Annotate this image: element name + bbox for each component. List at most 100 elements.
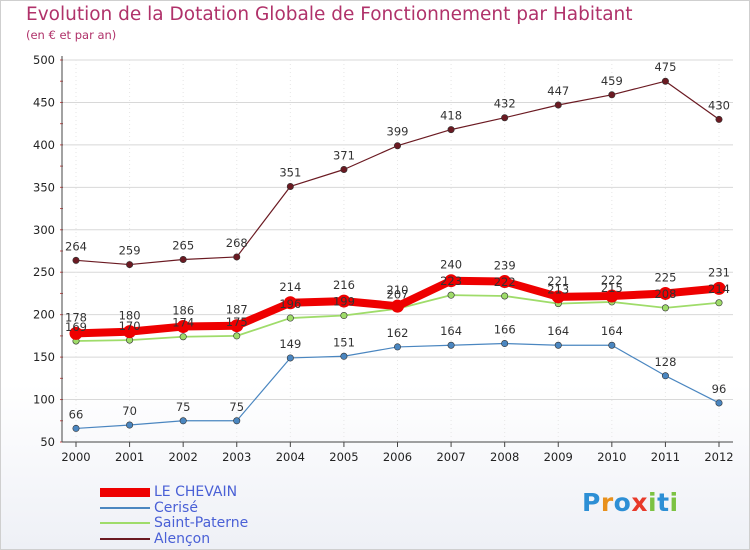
data-label-saint-paterne: 214 bbox=[708, 282, 730, 296]
data-point-ceris- bbox=[554, 341, 562, 349]
x-tick-label: 2001 bbox=[115, 450, 144, 464]
data-point-saint-paterne bbox=[179, 333, 187, 341]
x-tick-label: 2007 bbox=[436, 450, 465, 464]
data-point-ceris- bbox=[715, 399, 723, 407]
y-tick-label: 350 bbox=[33, 180, 55, 194]
data-label-saint-paterne: 215 bbox=[601, 281, 623, 295]
data-point-le-chevain bbox=[337, 294, 351, 308]
x-tick-label: 2008 bbox=[490, 450, 519, 464]
data-label-saint-paterne: 223 bbox=[440, 274, 462, 288]
data-point-saint-paterne bbox=[286, 314, 294, 322]
data-label-saint-paterne: 175 bbox=[226, 315, 248, 329]
data-label-le-chevain: 178 bbox=[65, 310, 87, 324]
data-point-ceris- bbox=[501, 340, 509, 348]
data-point-le-chevain bbox=[605, 289, 619, 303]
x-tick-label: 2005 bbox=[329, 450, 358, 464]
data-label-alen-on: 418 bbox=[440, 109, 462, 123]
data-label-alen-on: 399 bbox=[387, 125, 409, 139]
data-point-alen-on bbox=[661, 77, 669, 85]
data-label-le-chevain: 216 bbox=[333, 278, 355, 292]
x-tick-label: 2010 bbox=[597, 450, 626, 464]
data-label-alen-on: 351 bbox=[279, 165, 301, 179]
data-point-alen-on bbox=[233, 253, 241, 261]
y-tick-label: 400 bbox=[33, 138, 55, 152]
data-label-ceris-: 164 bbox=[601, 324, 623, 338]
data-point-le-chevain bbox=[712, 281, 726, 295]
data-point-saint-paterne bbox=[501, 292, 509, 300]
data-point-le-chevain bbox=[551, 290, 565, 304]
legend-label-alen-on: Alençon bbox=[154, 530, 211, 547]
data-label-ceris-: 66 bbox=[69, 407, 84, 421]
x-tick-label: 2004 bbox=[276, 450, 305, 464]
data-point-alen-on bbox=[608, 91, 616, 99]
x-tick-label: 2002 bbox=[169, 450, 198, 464]
data-point-alen-on bbox=[286, 182, 294, 190]
data-label-ceris-: 70 bbox=[122, 404, 137, 418]
data-label-alen-on: 265 bbox=[172, 238, 194, 252]
data-label-saint-paterne: 196 bbox=[279, 297, 301, 311]
data-point-ceris- bbox=[340, 352, 348, 360]
data-label-le-chevain: 239 bbox=[494, 259, 516, 273]
y-tick-label: 200 bbox=[33, 308, 55, 322]
data-label-le-chevain: 186 bbox=[172, 304, 194, 318]
data-point-ceris- bbox=[179, 417, 187, 425]
data-point-le-chevain bbox=[391, 299, 404, 313]
data-label-saint-paterne: 169 bbox=[65, 320, 87, 334]
logo-letter: t bbox=[657, 488, 670, 517]
x-tick-label: 2003 bbox=[222, 450, 251, 464]
data-label-alen-on: 259 bbox=[119, 244, 141, 258]
data-label-ceris-: 75 bbox=[229, 400, 244, 414]
data-label-le-chevain: 180 bbox=[119, 309, 141, 323]
data-label-le-chevain: 222 bbox=[601, 273, 623, 287]
y-tick-label: 100 bbox=[33, 393, 55, 407]
logo-letter: i bbox=[648, 488, 658, 517]
data-label-saint-paterne: 199 bbox=[333, 295, 355, 309]
data-point-ceris- bbox=[72, 424, 80, 432]
data-label-le-chevain: 210 bbox=[387, 283, 409, 297]
data-label-ceris-: 164 bbox=[547, 324, 569, 338]
legend-swatch-alen-on bbox=[100, 537, 150, 540]
data-label-saint-paterne: 170 bbox=[119, 319, 141, 333]
data-label-saint-paterne: 208 bbox=[654, 287, 676, 301]
legend-label-saint-paterne: Saint-Paterne bbox=[154, 515, 249, 531]
data-label-le-chevain: 214 bbox=[279, 280, 301, 294]
data-point-ceris- bbox=[608, 341, 616, 349]
data-label-le-chevain: 225 bbox=[654, 270, 676, 284]
data-label-le-chevain: 231 bbox=[708, 265, 730, 279]
chart-title: Evolution de la Dotation Globale de Fonc… bbox=[26, 4, 633, 25]
data-point-alen-on bbox=[393, 142, 401, 150]
proxiti-logo: Proxiti bbox=[582, 488, 679, 517]
data-point-saint-paterne bbox=[715, 299, 723, 307]
data-point-le-chevain bbox=[69, 326, 83, 340]
data-point-alen-on bbox=[72, 256, 80, 264]
y-tick-label: 450 bbox=[33, 95, 55, 109]
data-label-ceris-: 96 bbox=[712, 382, 727, 396]
legend-swatch-saint-paterne bbox=[100, 522, 150, 524]
data-point-alen-on bbox=[715, 115, 723, 123]
x-tick-label: 2011 bbox=[651, 450, 680, 464]
data-label-le-chevain: 187 bbox=[226, 303, 248, 317]
legend-swatch-le-chevain bbox=[100, 487, 150, 497]
y-tick-label: 50 bbox=[40, 435, 55, 449]
data-label-le-chevain: 221 bbox=[547, 274, 569, 288]
data-point-ceris- bbox=[126, 421, 134, 429]
data-label-saint-paterne: 207 bbox=[387, 288, 409, 302]
data-point-saint-paterne bbox=[661, 304, 669, 312]
data-label-alen-on: 371 bbox=[333, 149, 355, 163]
x-tick-label: 2006 bbox=[383, 450, 412, 464]
data-point-saint-paterne bbox=[447, 291, 455, 299]
data-label-saint-paterne: 213 bbox=[547, 283, 569, 297]
logo-letter: x bbox=[631, 488, 648, 517]
data-point-ceris- bbox=[447, 341, 455, 349]
y-tick-label: 150 bbox=[33, 350, 55, 364]
logo-letter: P bbox=[582, 488, 601, 517]
data-point-ceris- bbox=[233, 417, 241, 425]
data-label-ceris-: 128 bbox=[654, 355, 676, 369]
data-label-alen-on: 432 bbox=[494, 97, 516, 111]
logo-letter: i bbox=[669, 488, 679, 517]
data-point-ceris- bbox=[661, 372, 669, 380]
data-label-saint-paterne: 222 bbox=[494, 275, 516, 289]
data-label-saint-paterne: 174 bbox=[172, 316, 194, 330]
logo-letter: r bbox=[600, 488, 614, 517]
